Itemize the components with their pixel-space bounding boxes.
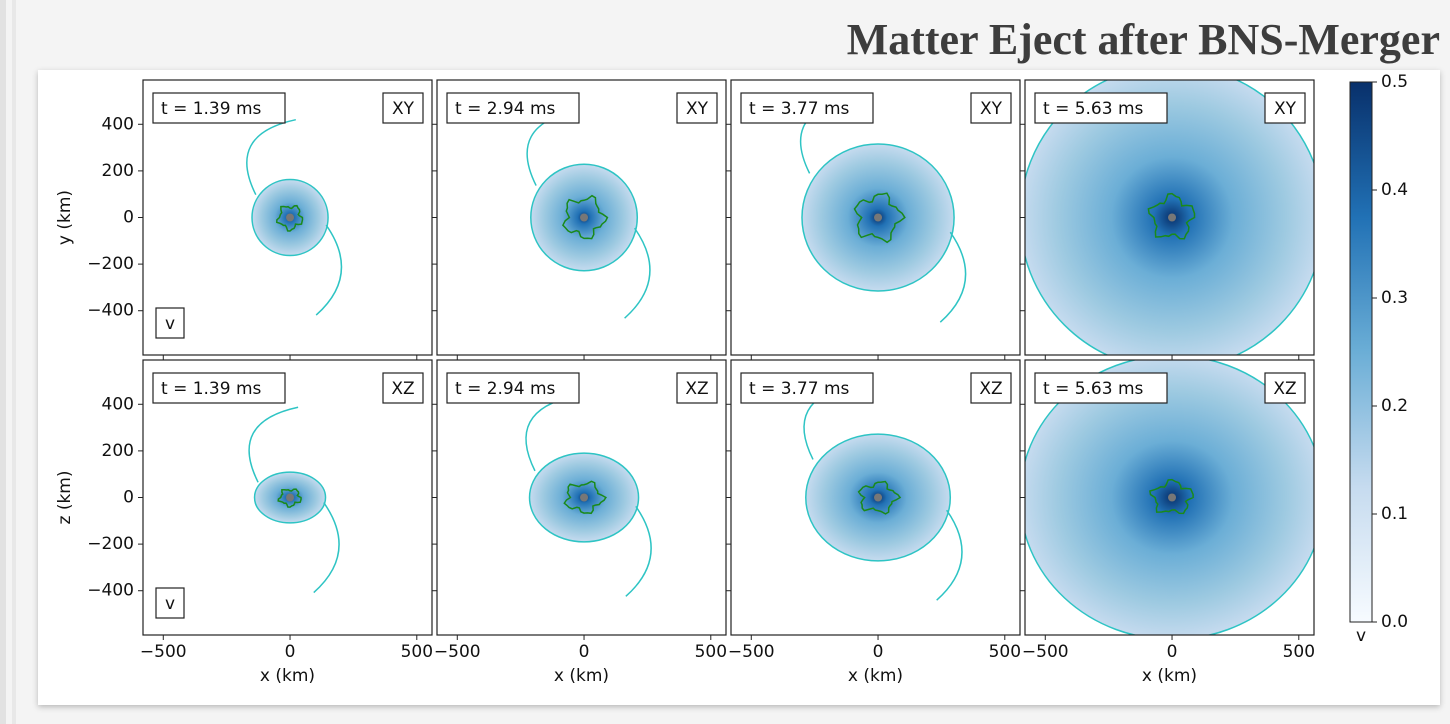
y-axis-label: y (km) bbox=[55, 190, 75, 245]
colorbar-label: v bbox=[1356, 626, 1366, 646]
remnant bbox=[1168, 214, 1176, 222]
plane-label: XZ bbox=[685, 379, 708, 399]
colorbar-tick-label: 0.4 bbox=[1381, 180, 1408, 200]
colorbar-tick-label: 0.2 bbox=[1381, 396, 1408, 416]
variable-label: v bbox=[165, 314, 175, 334]
remnant bbox=[874, 494, 882, 502]
y-tick-label: −200 bbox=[87, 254, 134, 274]
x-axis-label: x (km) bbox=[1142, 666, 1197, 686]
colorbar-tick-label: 0.3 bbox=[1381, 288, 1408, 308]
plane-label: XZ bbox=[979, 379, 1002, 399]
y-axis-label: z (km) bbox=[55, 471, 75, 525]
variable-label: v bbox=[165, 594, 175, 614]
x-axis-label: x (km) bbox=[848, 666, 903, 686]
figure: t = 1.39 ms XY v 400 200 0 −200 −400 y (km) t = 2… bbox=[55, 65, 1408, 686]
time-label: t = 5.63 ms bbox=[1043, 379, 1144, 399]
stripe bbox=[12, 0, 16, 724]
y-tick-label: 400 bbox=[102, 394, 134, 414]
y-tick-label: 200 bbox=[102, 161, 134, 181]
remnant bbox=[286, 214, 294, 222]
x-tick-label: −500 bbox=[728, 642, 775, 662]
colorbar-tick-label: 0.5 bbox=[1381, 72, 1408, 92]
time-label: t = 2.94 ms bbox=[455, 99, 556, 119]
y-tick-label: −200 bbox=[87, 534, 134, 554]
remnant bbox=[874, 214, 882, 222]
colorbar-tick-label: 0.0 bbox=[1381, 612, 1408, 632]
x-tick-label: −500 bbox=[140, 642, 187, 662]
x-tick-label: 0 bbox=[285, 642, 296, 662]
time-label: t = 1.39 ms bbox=[161, 379, 262, 399]
slide: Matter Eject after BNS-Merger t = 1.39 m… bbox=[0, 0, 1450, 724]
y-tick-label: 0 bbox=[123, 488, 134, 508]
time-label: t = 3.77 ms bbox=[749, 99, 850, 119]
x-tick-label: −500 bbox=[434, 642, 481, 662]
slide-title: Matter Eject after BNS-Merger bbox=[847, 15, 1440, 64]
time-label: t = 5.63 ms bbox=[1043, 99, 1144, 119]
plane-label: XY bbox=[980, 99, 1003, 119]
x-tick-label: 500 bbox=[695, 642, 727, 662]
plane-label: XY bbox=[392, 99, 415, 119]
colorbar bbox=[1350, 82, 1372, 622]
y-tick-label: 200 bbox=[102, 441, 134, 461]
y-tick-label: −400 bbox=[87, 301, 134, 321]
x-axis-label: x (km) bbox=[260, 666, 315, 686]
x-tick-label: 0 bbox=[873, 642, 884, 662]
remnant bbox=[580, 494, 588, 502]
remnant bbox=[580, 214, 588, 222]
plane-label: XZ bbox=[391, 379, 414, 399]
time-label: t = 3.77 ms bbox=[749, 379, 850, 399]
x-tick-label: 0 bbox=[579, 642, 590, 662]
plane-label: XY bbox=[686, 99, 709, 119]
y-tick-label: 0 bbox=[123, 208, 134, 228]
y-tick-label: 400 bbox=[102, 114, 134, 134]
x-tick-label: −500 bbox=[1022, 642, 1069, 662]
plane-label: XY bbox=[1274, 99, 1297, 119]
x-tick-label: 500 bbox=[401, 642, 433, 662]
stripe bbox=[0, 0, 6, 724]
y-tick-label: −400 bbox=[87, 581, 134, 601]
time-label: t = 2.94 ms bbox=[455, 379, 556, 399]
remnant bbox=[286, 494, 294, 502]
x-tick-label: 500 bbox=[989, 642, 1021, 662]
time-label: t = 1.39 ms bbox=[161, 99, 262, 119]
x-axis-label: x (km) bbox=[554, 666, 609, 686]
x-tick-label: 0 bbox=[1167, 642, 1178, 662]
remnant bbox=[1168, 494, 1176, 502]
x-tick-label: 500 bbox=[1283, 642, 1315, 662]
plane-label: XZ bbox=[1273, 379, 1296, 399]
colorbar-tick-label: 0.1 bbox=[1381, 504, 1408, 524]
